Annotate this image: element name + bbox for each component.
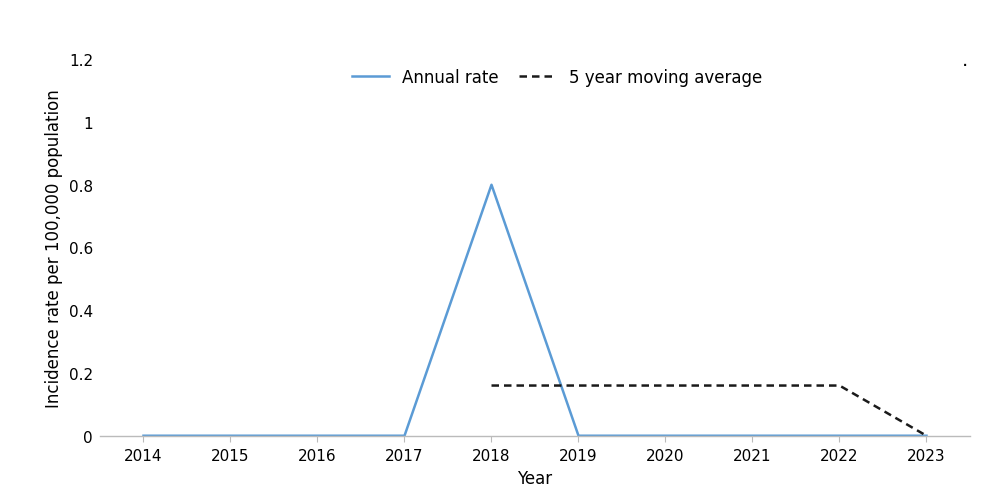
Annual rate bbox=[485, 182, 497, 188]
Legend: Annual rate, 5 year moving average: Annual rate, 5 year moving average bbox=[352, 69, 762, 86]
Text: .: . bbox=[962, 51, 968, 70]
Annual rate bbox=[659, 433, 671, 439]
X-axis label: Year: Year bbox=[517, 469, 553, 487]
Annual rate bbox=[137, 433, 149, 439]
5 year moving average bbox=[833, 383, 845, 389]
Annual rate bbox=[224, 433, 236, 439]
Annual rate bbox=[833, 433, 845, 439]
Annual rate bbox=[398, 433, 410, 439]
5 year moving average bbox=[572, 383, 584, 389]
Annual rate bbox=[572, 433, 584, 439]
Y-axis label: Incidence rate per 100,000 population: Incidence rate per 100,000 population bbox=[45, 89, 63, 407]
Annual rate bbox=[311, 433, 323, 439]
5 year moving average bbox=[485, 383, 497, 389]
Line: Annual rate: Annual rate bbox=[143, 185, 926, 436]
5 year moving average bbox=[746, 383, 758, 389]
Annual rate bbox=[920, 433, 932, 439]
Annual rate bbox=[746, 433, 758, 439]
5 year moving average bbox=[659, 383, 671, 389]
Line: 5 year moving average: 5 year moving average bbox=[491, 386, 926, 436]
5 year moving average bbox=[920, 433, 932, 439]
